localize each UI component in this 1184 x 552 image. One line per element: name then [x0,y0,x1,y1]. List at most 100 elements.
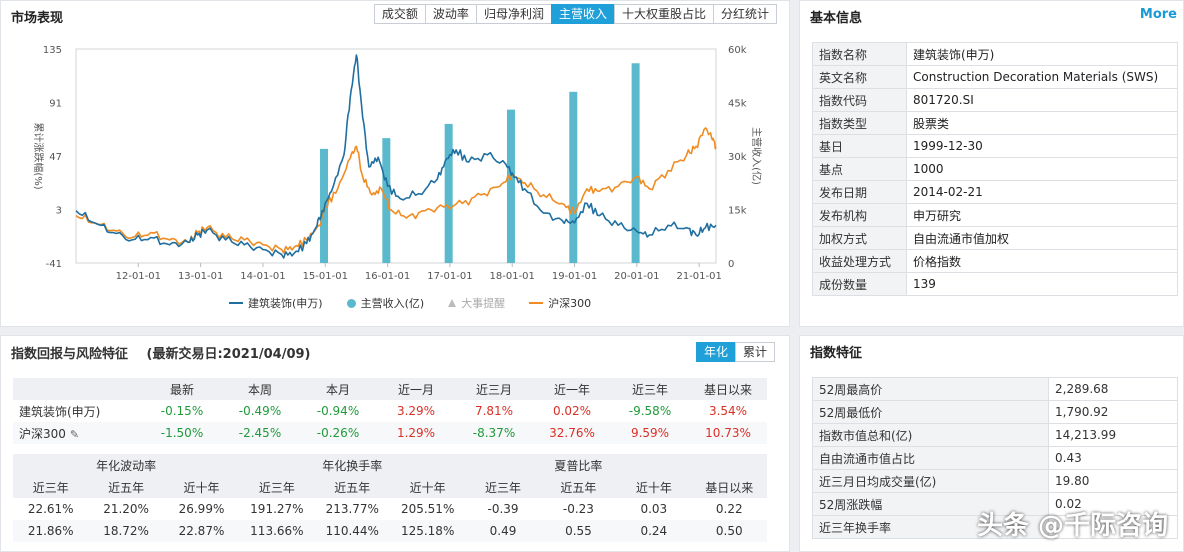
tab-annualized[interactable]: 年化 [695,342,736,362]
x-tick-label: 17-01-01 [427,271,472,282]
basic-info-key: 收益处理方式 [812,249,907,273]
returns-cell: 3.54% [708,404,748,418]
risk-header-cell: 近三年 [13,476,89,498]
hs300-line [75,127,717,254]
basic-info-key: 发布日期 [812,180,907,204]
basic-info-key: 加权方式 [812,226,907,250]
returns-cell: -9.58% [628,404,672,418]
risk-cell: 110.44% [325,524,379,538]
feature-value: 19.80 [1048,469,1178,493]
tab-volatility[interactable]: 波动率 [424,4,477,24]
tab-net-profit[interactable]: 归母净利润 [475,4,552,24]
returns-title: 指数回报与风险特征 (最新交易日:2021/04/09) [11,343,311,362]
basic-info-value: 建筑装饰(申万) [906,42,1178,66]
feature-value: 1,790.92 [1048,400,1178,424]
risk-cell: -0.39 [487,502,519,516]
risk-cell: 21.86% [27,524,74,538]
x-tick-label: 12-01-01 [116,271,161,282]
basic-info-row: 加权方式 自由流通市值加权 [812,226,1178,250]
returns-row-label: 建筑装饰(申万) [19,404,101,419]
risk-cell: 113.66% [250,524,304,538]
x-tick-label: 15-01-01 [303,271,348,282]
returns-row-name: 沪深300 ✎ [13,422,143,444]
returns-cell: -1.50% [160,426,204,440]
y-left-tick-label: 47 [49,152,62,163]
basic-info-value: 1000 [906,157,1178,181]
feature-key: 自由流通市值占比 [812,446,1049,470]
returns-cell: -0.15% [160,404,204,418]
feature-key: 52周最低价 [812,400,1049,424]
basic-info-value: 申万研究 [906,203,1178,227]
basic-info-key: 指数代码 [812,88,907,112]
y-right-tick-label: 15k [728,206,747,217]
legend-revenue[interactable]: 主营收入(亿) [346,295,424,311]
returns-cell: -0.26% [316,426,360,440]
market-performance-panel: 市场表现 成交额 波动率 归母净利润 主营收入 十大权重股占比 分红统计 135… [0,0,790,327]
returns-cell: 32.76% [549,426,595,440]
basic-info-row: 指数类型 股票类 [812,111,1178,135]
basic-info-key: 指数名称 [812,42,907,66]
risk-header-cell: 近三年 [465,476,541,498]
feature-row: 指数市值总和(亿) 14,213.99 [812,423,1178,447]
more-link[interactable]: More [1139,7,1177,22]
risk-cell: 125.18% [400,524,455,538]
returns-cell: 0.02% [552,404,592,418]
pencil-icon[interactable]: ✎ [69,427,80,441]
basic-info-key: 成份数量 [812,272,907,296]
legend-hs300[interactable]: 沪深300 [529,295,591,311]
y-right-tick-label: 30k [728,152,747,163]
returns-title-text: 指数回报与风险特征 [11,347,129,362]
market-chart: 135 91 47 3 -41 60k 45k 30k 15k 0 累计涨跌幅(%) 主营收入(亿) 1… [32,45,763,282]
basic-info-value: 139 [906,272,1178,296]
market-tabs: 成交额 波动率 归母净利润 主营收入 十大权重股占比 分红统计 [373,4,777,24]
returns-row: 建筑装饰(申万) -0.15% -0.49% -0.94% 3.29% 7.81% 0.02… [13,400,767,422]
revenue-bar [506,109,515,263]
tab-top10-weight[interactable]: 十大权重股占比 [613,4,714,24]
returns-header-cell: 最新 [143,378,221,400]
risk-cell: 213.77% [325,502,379,516]
tab-turnover[interactable]: 成交额 [373,4,426,24]
revenue-bar [444,123,453,264]
basic-info-value: Construction Decoration Materials (SWS) [906,65,1178,89]
legend-events[interactable]: 大事提醒 [448,295,505,311]
tab-main-revenue[interactable]: 主营收入 [550,4,615,24]
basic-info-value: 价格指数 [906,249,1178,273]
risk-row: 22.61% 21.20% 26.99% 191.27% 213.77% 205.51% -… [13,498,767,520]
basic-info-key: 基日 [812,134,907,158]
returns-header-cell: 基日以来 [689,378,767,400]
returns-tabs: 年化 累计 [695,342,775,362]
returns-cell: 1.29% [396,426,436,440]
risk-cell: 18.72% [103,524,149,538]
risk-cell: 22.87% [178,524,225,538]
chart-legend: 建筑装饰(申万) 主营收入(亿) 大事提醒 沪深300 [229,295,591,311]
returns-header-cell: 近一月 [377,378,455,400]
tab-cumulative[interactable]: 累计 [734,342,775,362]
risk-row: 21.86% 18.72% 22.87% 113.66% 110.44% 125.18% 0… [13,520,767,542]
risk-header-cell: 近十年 [389,476,466,498]
basic-info-panel: 基本信息 More 指数名称 建筑装饰(申万) 英文名称 Construction D… [799,0,1184,327]
feature-row: 52周最低价 1,790.92 [812,400,1178,424]
basic-info-key: 英文名称 [812,65,907,89]
returns-cell: 10.73% [705,426,751,440]
feature-key: 52周最高价 [812,377,1049,401]
risk-header-cell: 近十年 [616,476,692,498]
basic-info-row: 成份数量 139 [812,272,1178,296]
y-left-tick-label: -41 [46,259,62,270]
risk-cell: 205.51% [400,502,455,516]
x-tick-label: 20-01-01 [614,271,659,282]
risk-table: 年化波动率 年化换手率 夏普比率 近三年 近五年 近十年 近三年 近五年 近十年 近三年 近五年 近十… [13,454,767,542]
feature-key: 近三年换手率 [812,515,1049,539]
risk-group-header: 年化换手率 [239,454,466,476]
feature-key: 指数市值总和(亿) [812,423,1049,447]
feature-value: 2,289.68 [1048,377,1178,401]
tab-dividend[interactable]: 分红统计 [712,4,777,24]
risk-header-cell: 近五年 [540,476,617,498]
legend-index[interactable]: 建筑装饰(申万) [229,295,323,311]
risk-header-cell: 近五年 [88,476,164,498]
returns-row-name: 建筑装饰(申万) [13,400,143,422]
risk-cell: 22.61% [27,502,74,516]
risk-header-cell: 基日以来 [691,476,767,498]
y-left-axis-label: 累计涨跌幅(%) [32,122,45,189]
feature-value: 14,213.99 [1048,423,1178,447]
returns-cell: -8.37% [472,426,516,440]
